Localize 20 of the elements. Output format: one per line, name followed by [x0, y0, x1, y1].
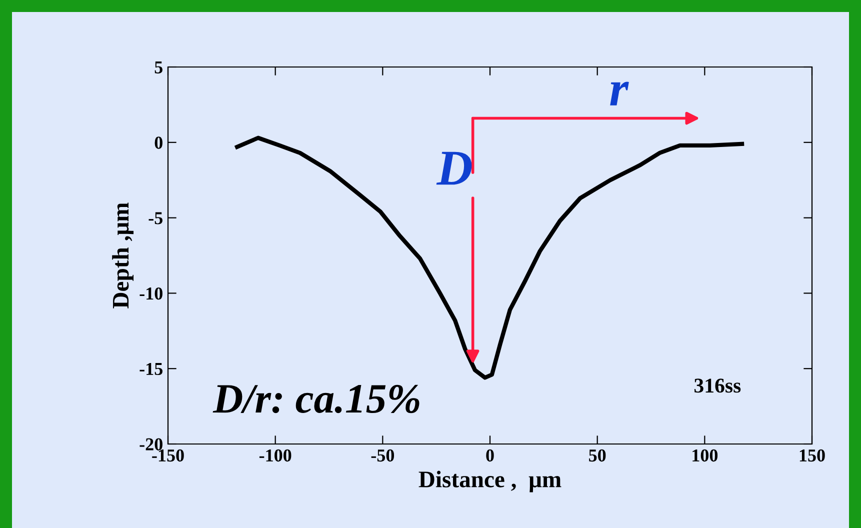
x-tick-label: -100 — [259, 449, 292, 462]
x-tick-label: 50 — [589, 449, 606, 462]
y-tick-label: -5 — [148, 212, 162, 224]
y-tick-label: -15 — [140, 362, 162, 376]
annotation: D/r: ca.15% — [212, 384, 420, 414]
annotation: 316ss — [694, 378, 741, 393]
line-series — [235, 136, 744, 380]
x-tick-label: 100 — [692, 449, 718, 462]
y-tick-label: 5 — [154, 61, 162, 74]
y-tick-label: -10 — [140, 287, 162, 300]
y-tick-label: 0 — [154, 136, 162, 149]
y-axis-title: Depth ,μm — [112, 202, 134, 308]
x-tick-label: -50 — [371, 449, 394, 462]
x-axis-title: Distance , μm — [418, 470, 562, 492]
x-tick-label: -150 — [152, 449, 184, 462]
x-tick-label: 0 — [486, 449, 494, 462]
annotation: D — [436, 152, 472, 185]
x-tick-label: 150 — [800, 449, 825, 462]
annotation: r — [610, 82, 629, 106]
y-tick-label: -20 — [140, 438, 162, 450]
